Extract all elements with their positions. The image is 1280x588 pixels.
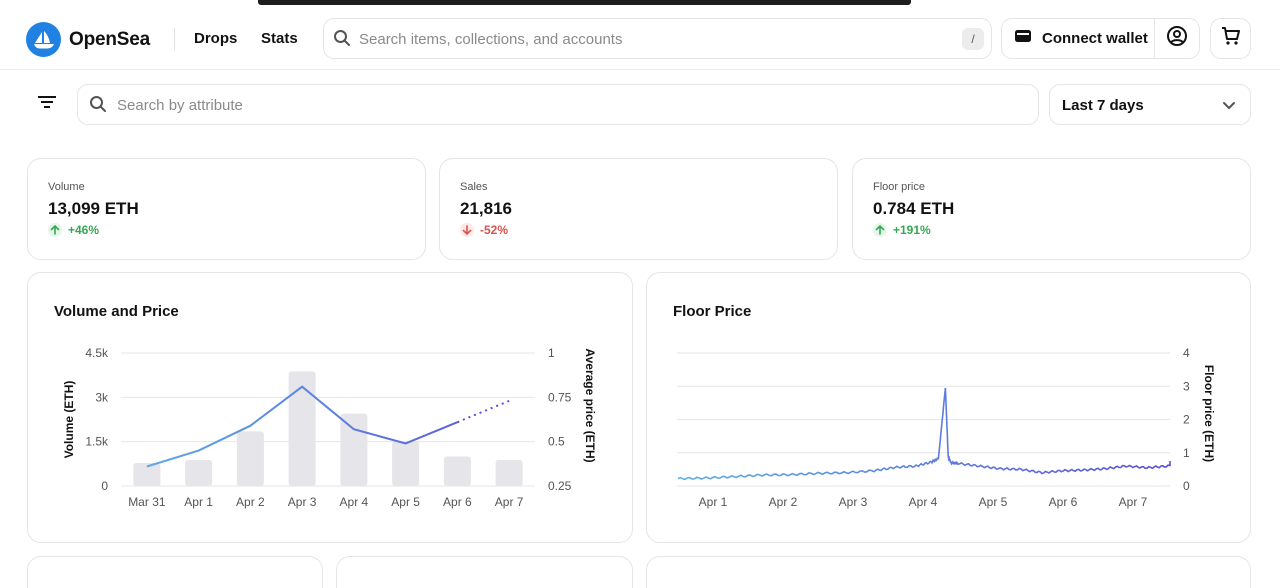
x-tick-label: Apr 1 [699,495,728,509]
filter-toggle-button[interactable] [33,90,61,118]
y2-tick-label: 0.75 [548,390,572,404]
volume-bar [133,462,161,486]
chart-title: Floor Price [673,303,752,320]
stat-value: 21,816 [460,199,512,218]
volume-bar [185,459,213,486]
search-shortcut-key: / [962,28,984,50]
floor-price-stat-card: Floor price 0.784 ETH +191% [852,158,1251,260]
bottom-card-1 [27,556,323,588]
volume-price-chart-card: Volume and Price 0 1.5k 3k 4.5k 0.25 0.5 0.75 1… [27,272,633,543]
stat-label: Floor price [873,181,925,193]
stat-value: 0.784 ETH [873,199,955,218]
x-tick-label: Apr 3 [288,495,317,509]
arrow-down-icon [460,223,474,237]
stat-change: +46% [48,223,99,237]
chart-title: Volume and Price [54,303,179,320]
chevron-down-icon [1222,98,1236,117]
filter-icon [38,95,56,114]
y-tick-label: 0 [1183,479,1190,493]
projected-price-line [456,399,510,424]
bottom-card-3 [646,556,1251,588]
stat-change: -52% [460,223,508,237]
stat-label: Volume [48,181,85,193]
header-divider [174,28,175,50]
global-search-input[interactable]: Search items, collections, and accounts … [323,18,992,59]
y-tick-label: 3k [95,390,109,404]
arrow-up-icon [48,223,62,237]
x-tick-label: Apr 5 [391,495,420,509]
x-tick-label: Apr 4 [909,495,938,509]
stat-change: +191% [873,223,931,237]
floor-price-chart-card: Floor Price 0 1 2 3 4 Apr 1 Apr 2 Apr 3 Apr 4 Apr… [646,272,1251,543]
volume-bar [443,456,471,486]
volume-bar [236,431,264,486]
stat-value: 13,099 ETH [48,199,139,218]
search-placeholder: Search items, collections, and accounts [359,31,623,48]
stat-label: Sales [460,181,488,193]
y-tick-label: 2 [1183,413,1190,427]
sales-stat-card: Sales 21,816 -52% [439,158,838,260]
user-icon [1166,25,1188,52]
y-tick-label: 3 [1183,379,1190,393]
search-icon [89,95,107,118]
cart-button[interactable] [1210,18,1251,59]
x-tick-label: Mar 31 [128,495,166,509]
y2-tick-label: 1 [548,346,555,360]
attribute-search-input[interactable]: Search by attribute [77,84,1039,125]
volume-bar [392,441,420,486]
connect-wallet-button[interactable]: Connect wallet [1002,19,1156,58]
floor-price-chart: 0 1 2 3 4 Apr 1 Apr 2 Apr 3 Apr 4 Apr 5 Apr 6 Apr 7… [677,346,1216,509]
brand-name: OpenSea [69,28,150,50]
nav-drops[interactable]: Drops [194,30,238,47]
y-tick-label: 1.5k [85,435,109,449]
stat-change-value: -52% [480,223,509,237]
x-tick-label: Apr 5 [979,495,1008,509]
x-tick-label: Apr 1 [184,495,213,509]
x-tick-label: Apr 6 [443,495,472,509]
volume-price-chart: 0 1.5k 3k 4.5k 0.25 0.5 0.75 1 Mar 31 Apr 1 Apr 2 A… [62,346,597,509]
time-range-value: Last 7 days [1062,97,1144,114]
y-tick-label: 1 [1183,446,1190,460]
y2-tick-label: 0.5 [548,435,565,449]
opensea-logo[interactable]: OpenSea [26,22,150,57]
bottom-card-2 [336,556,633,588]
y-axis-title: Floor price (ETH) [1202,365,1216,462]
y2-tick-label: 0.25 [548,479,572,493]
volume-bar [288,371,316,486]
x-tick-label: Apr 2 [236,495,265,509]
x-tick-label: Apr 7 [1119,495,1148,509]
y-tick-label: 4.5k [85,346,109,360]
opensea-boat-icon [26,22,61,57]
site-header: OpenSea Drops Stats Search items, collec… [0,0,1280,70]
y-tick-label: 4 [1183,346,1190,360]
volume-bar [495,459,523,486]
volume-bar [340,413,368,486]
window-top-strip [258,0,911,5]
y-axis-title: Volume (ETH) [62,381,76,459]
stat-change-value: +46% [68,223,100,237]
x-tick-label: Apr 7 [495,495,524,509]
cart-icon [1221,26,1241,51]
nav-stats[interactable]: Stats [261,30,298,47]
account-controls: Connect wallet [1001,18,1200,59]
y2-axis-title: Average price (ETH) [583,348,597,462]
x-tick-label: Apr 4 [340,495,369,509]
floor-price-line [677,387,1171,481]
search-icon [333,29,351,52]
profile-button[interactable] [1155,19,1199,58]
time-range-select[interactable]: Last 7 days [1049,84,1251,125]
y-tick-label: 0 [101,479,108,493]
attribute-search-placeholder: Search by attribute [117,97,243,114]
connect-wallet-label: Connect wallet [1042,30,1148,47]
x-tick-label: Apr 2 [769,495,798,509]
volume-stat-card: Volume 13,099 ETH +46% [27,158,426,260]
x-tick-label: Apr 6 [1049,495,1078,509]
average-price-line [146,385,458,468]
stat-change-value: +191% [893,223,931,237]
x-tick-label: Apr 3 [839,495,868,509]
wallet-icon [1014,28,1032,49]
arrow-up-icon [873,223,887,237]
